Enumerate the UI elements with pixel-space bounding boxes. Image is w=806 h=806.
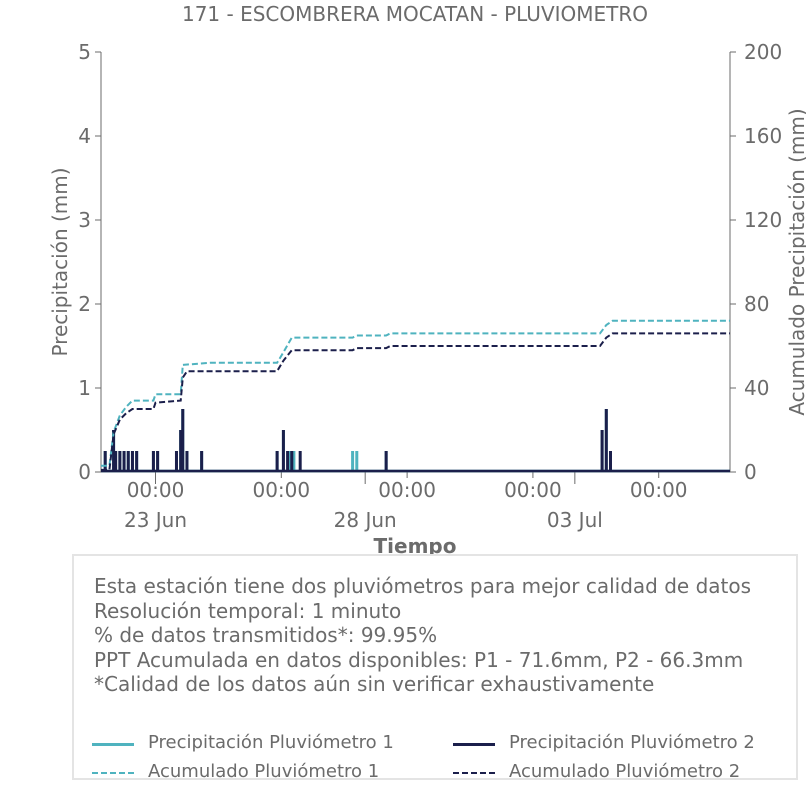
legend-label: Precipitación Pluviómetro 2 bbox=[509, 732, 755, 753]
info-line: *Calidad de los datos aún sin verificar … bbox=[94, 672, 655, 697]
y-tick-label-right: 0 bbox=[744, 460, 757, 484]
y-tick-label-right: 120 bbox=[744, 208, 782, 232]
y-axis-label-right: Acumulado Precipitación (mm) bbox=[785, 108, 806, 415]
legend-swatch bbox=[453, 772, 495, 774]
y-tick-label-left: 4 bbox=[78, 124, 91, 148]
y-tick-label-right: 40 bbox=[744, 376, 769, 400]
x-tick-label-time: 00:00 bbox=[630, 478, 688, 502]
x-tick-label-date: 23 Jun bbox=[124, 508, 187, 532]
info-line: Esta estación tiene dos pluviómetros par… bbox=[94, 574, 752, 598]
y-tick-label-left: 5 bbox=[78, 40, 91, 64]
legend: Precipitación Pluviómetro 1 Precipitació… bbox=[74, 556, 796, 782]
x-tick-label-time: 00:00 bbox=[504, 478, 562, 502]
legend-label: Acumulado Pluviómetro 2 bbox=[509, 761, 741, 782]
series-accum-p1 bbox=[101, 319, 730, 467]
y-axis-label-left: Precipitación (mm) bbox=[48, 167, 72, 356]
series-layer bbox=[101, 319, 730, 473]
x-tick-label-date: 28 Jun bbox=[334, 508, 397, 532]
series-precip-p2 bbox=[101, 409, 730, 473]
y-tick-label-right: 200 bbox=[744, 40, 782, 64]
y-tick-label-right: 160 bbox=[744, 124, 782, 148]
y-tick-label-left: 2 bbox=[78, 292, 91, 316]
x-tick-label-time: 00:00 bbox=[127, 478, 185, 502]
info-line: % de datos transmitidos*: 99.95% bbox=[94, 623, 438, 648]
info-line: Resolución temporal: 1 minuto bbox=[94, 598, 402, 623]
legend-label: Precipitación Pluviómetro 1 bbox=[148, 732, 394, 753]
info-box: Esta estación tiene dos pluviómetros par… bbox=[72, 554, 798, 782]
info-line: PPT Acumulada en datos disponibles: P1 -… bbox=[94, 647, 744, 672]
y-tick-label-left: 1 bbox=[78, 376, 91, 400]
info-lines: Esta estación tiene dos pluviómetros par… bbox=[94, 574, 751, 697]
y-tick-label-left: 3 bbox=[78, 208, 91, 232]
series-precip-p1 bbox=[101, 409, 730, 473]
legend-swatch bbox=[92, 743, 134, 746]
chart-title: 171 - ESCOMBRERA MOCATAN - PLUVIOMETRO bbox=[182, 2, 648, 26]
x-tick-label-time: 00:00 bbox=[252, 478, 310, 502]
y-tick-label-right: 80 bbox=[744, 292, 769, 316]
x-tick-label-date: 03 Jul bbox=[547, 508, 603, 532]
legend-label: Acumulado Pluviómetro 1 bbox=[148, 761, 380, 782]
legend-swatch bbox=[453, 743, 495, 746]
x-tick-label-time: 00:00 bbox=[378, 478, 436, 502]
legend-swatch bbox=[92, 772, 134, 774]
series-accum-p2 bbox=[101, 332, 730, 471]
y-tick-label-left: 0 bbox=[78, 460, 91, 484]
